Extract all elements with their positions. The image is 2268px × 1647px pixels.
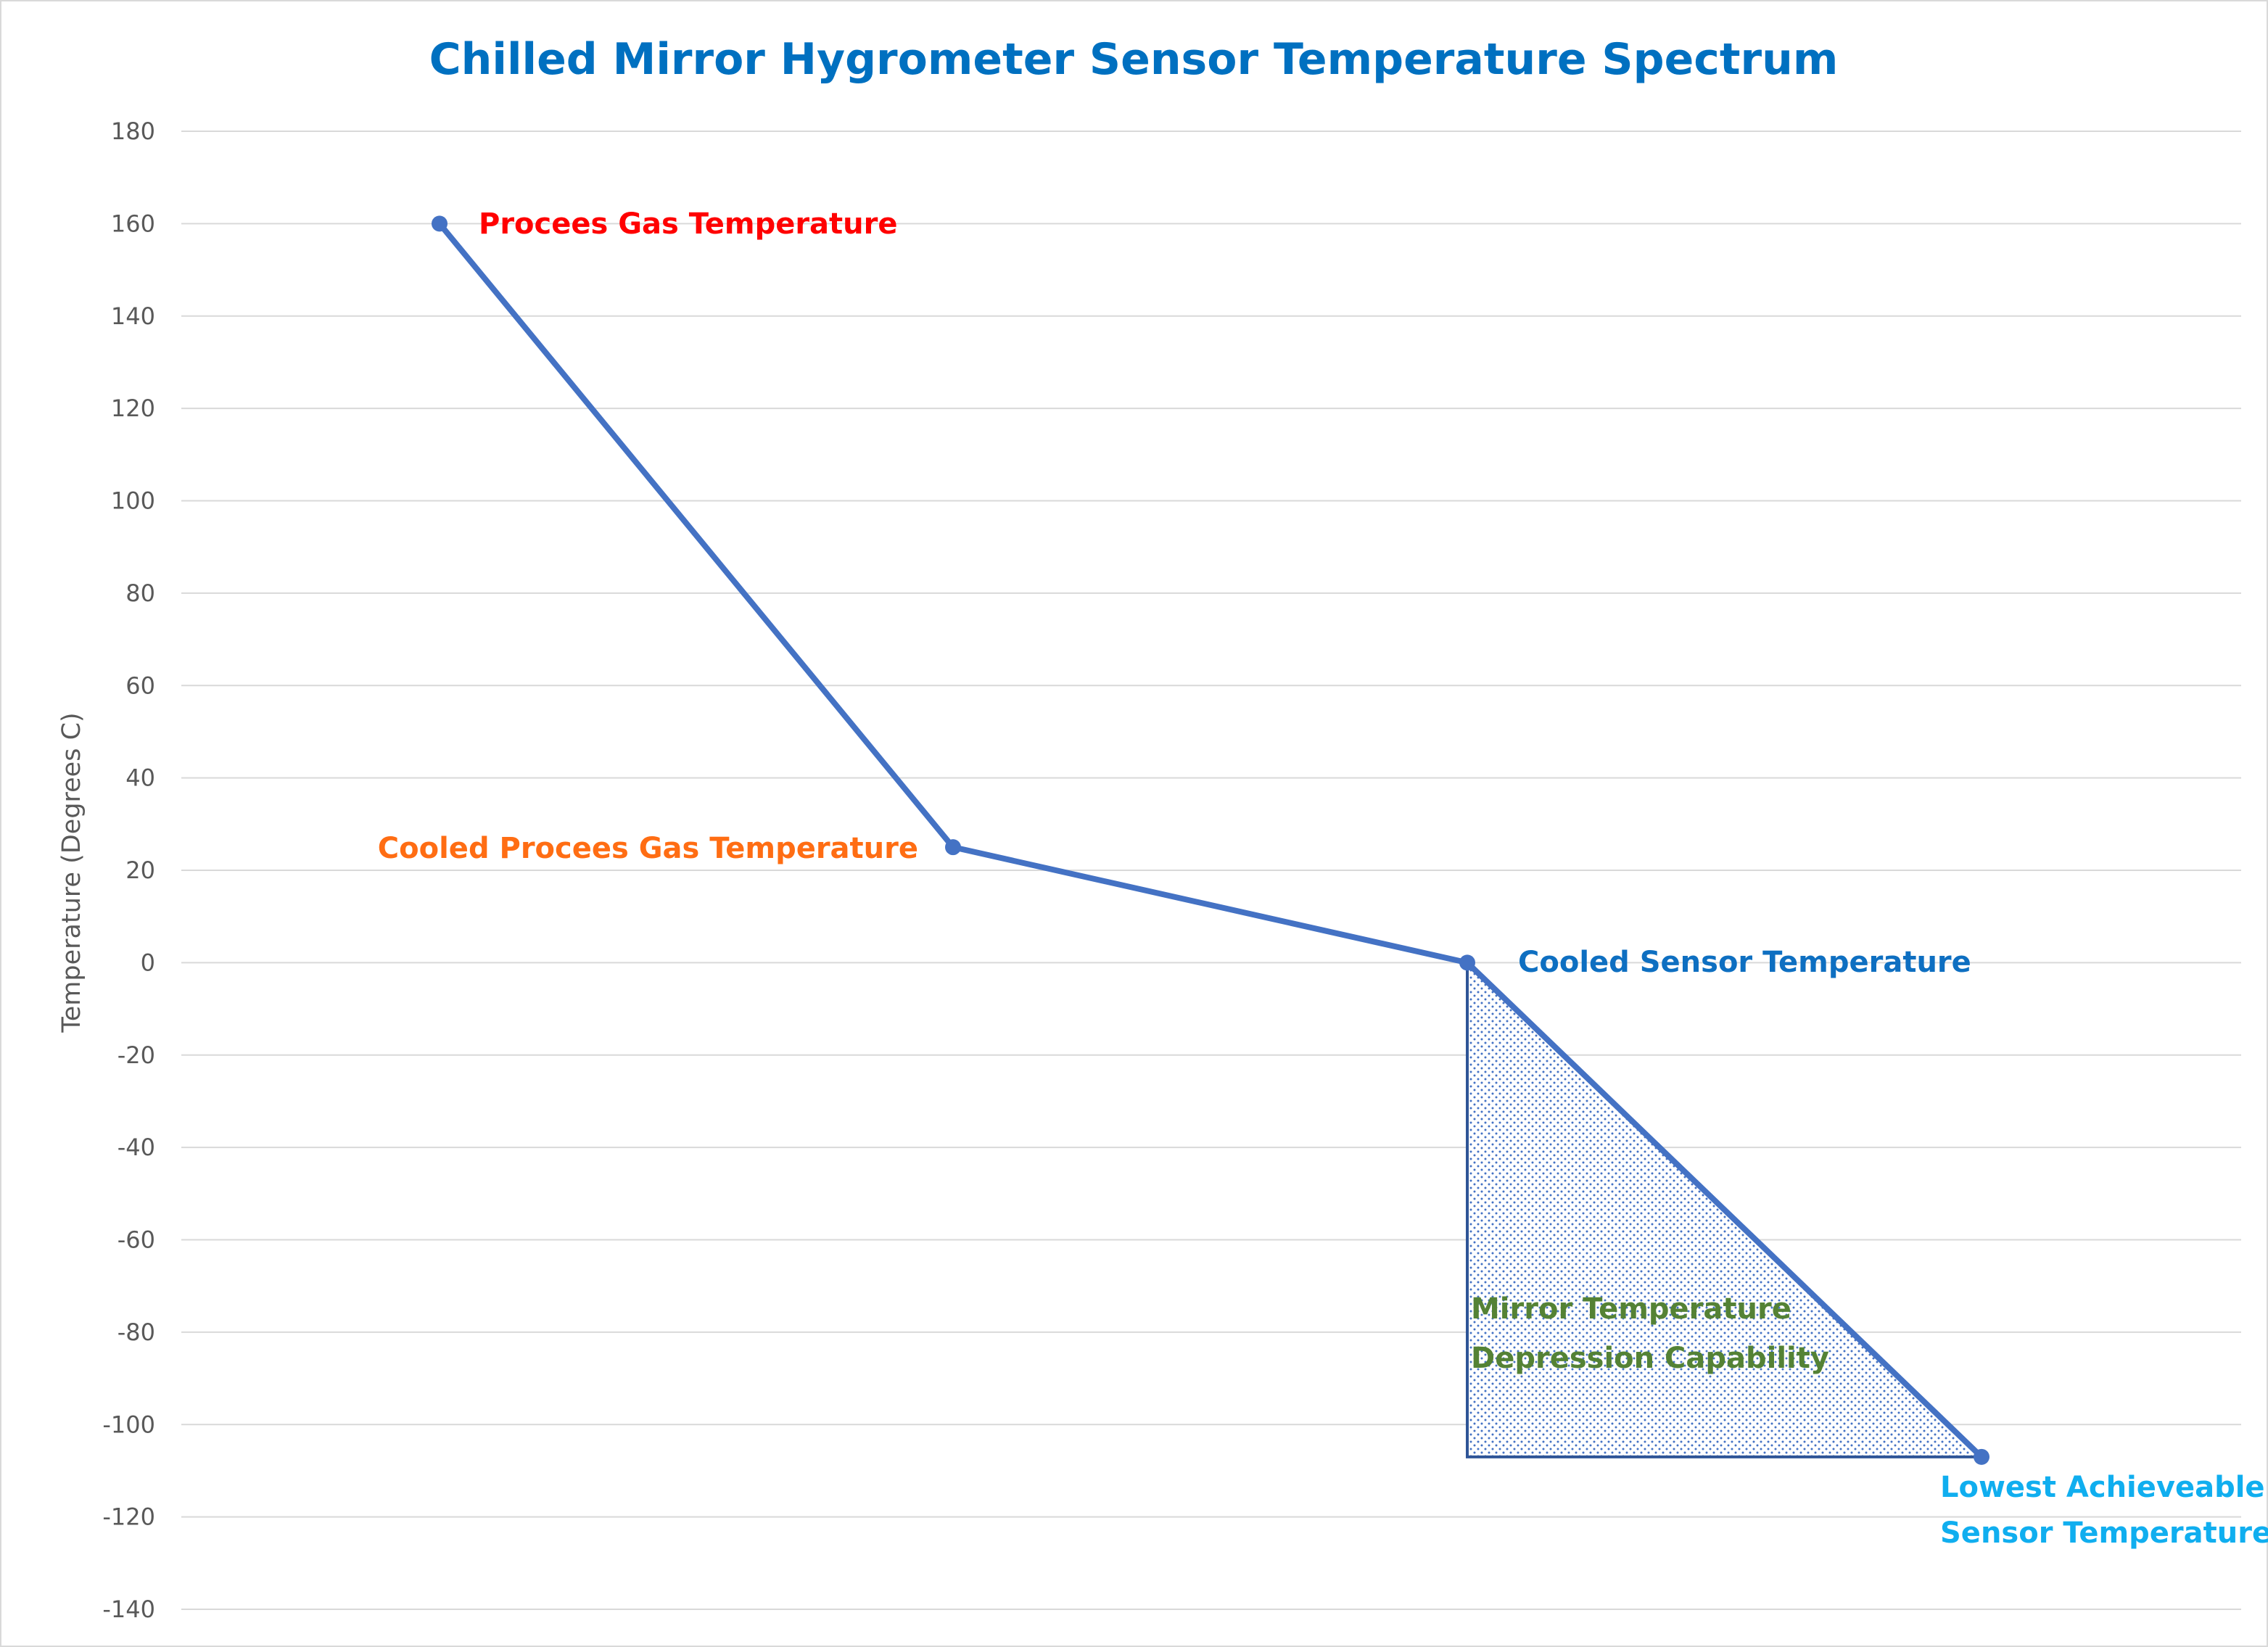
point-label-1: Procees Gas Temperature (479, 207, 898, 241)
annotation-line-2: Depression Capability (1471, 1342, 1829, 1375)
y-tick-label: -20 (117, 1041, 155, 1069)
point-label-4-line-1: Lowest Achieveable (1940, 1471, 2265, 1504)
y-tick-label: 140 (111, 302, 155, 330)
y-tick-label: 60 (125, 672, 155, 699)
y-tick-label: 120 (111, 395, 155, 422)
y-tick-label: 40 (125, 764, 155, 792)
point-labels: Procees Gas Temperature Cooled Procees Ga… (378, 207, 2268, 1550)
data-point-1 (432, 215, 448, 232)
y-tick-label: -100 (102, 1411, 155, 1438)
y-tick-label: -60 (117, 1226, 155, 1254)
y-tick-label: -40 (117, 1134, 155, 1161)
y-axis-ticks: 180 160 140 120 100 80 60 40 20 0 -20 -40 -60 -80 -100… (102, 117, 155, 1623)
y-tick-label: -80 (117, 1318, 155, 1346)
y-tick-label: -120 (102, 1503, 155, 1531)
y-tick-label: 80 (125, 579, 155, 607)
annotation-line-1: Mirror Temperature (1471, 1292, 1791, 1326)
chart-title: Chilled Mirror Hygrometer Sensor Tempera… (429, 34, 1839, 85)
data-point-4 (1974, 1448, 1989, 1465)
series-path (437, 220, 1984, 1460)
gridlines (181, 131, 2241, 1610)
data-point-3 (1459, 954, 1475, 971)
y-axis-label: Temperature (Degrees C) (57, 712, 86, 1033)
y-tick-label: 160 (111, 210, 155, 237)
data-point-2 (945, 839, 961, 856)
y-tick-label: 180 (111, 117, 155, 145)
y-tick-label: 100 (111, 487, 155, 515)
series-line (432, 215, 1989, 1465)
point-label-4-line-2: Sensor Temperature (1940, 1516, 2268, 1550)
point-label-3: Cooled Sensor Temperature (1518, 946, 1971, 979)
y-tick-label: 0 (141, 949, 155, 976)
point-label-4: Lowest Achieveable Sensor Temperature (1940, 1471, 2268, 1550)
y-tick-label: -140 (102, 1596, 155, 1623)
annotation-label: Mirror Temperature Depression Capability (1471, 1292, 1829, 1375)
y-tick-label: 20 (125, 856, 155, 884)
point-label-2: Cooled Procees Gas Temperature (378, 832, 918, 865)
